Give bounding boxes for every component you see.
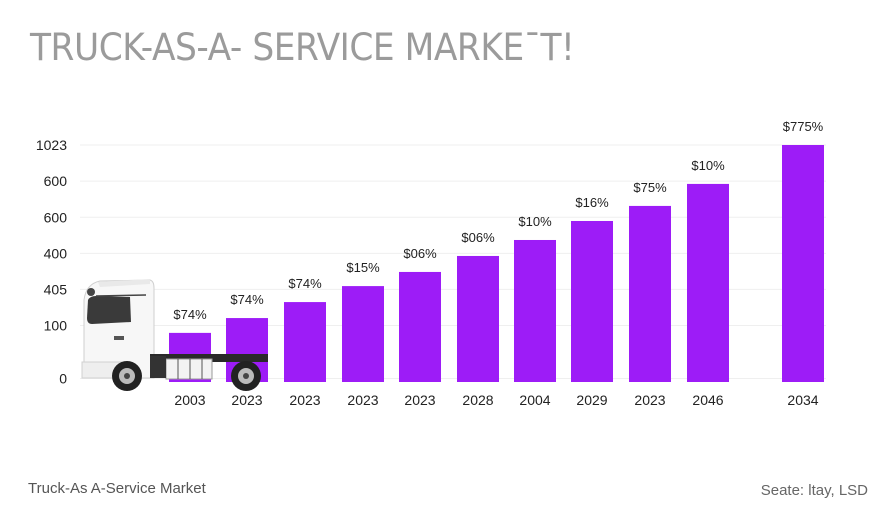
y-tick-label: 400 bbox=[44, 245, 68, 261]
x-tick-label: 2023 bbox=[347, 392, 378, 408]
x-tick-label: 2023 bbox=[634, 392, 665, 408]
data-label: $775% bbox=[783, 119, 824, 134]
chart-title: TRUCK-AS-A- SERVICE MARKEˉT! bbox=[30, 26, 575, 69]
data-label: $74% bbox=[288, 276, 322, 291]
y-tick-label: 600 bbox=[44, 209, 68, 225]
bar bbox=[782, 145, 824, 382]
bar bbox=[457, 255, 499, 382]
bar bbox=[571, 220, 613, 382]
data-label: $10% bbox=[691, 158, 725, 173]
bar bbox=[399, 271, 441, 382]
y-tick-label: 600 bbox=[44, 173, 68, 189]
x-tick-label: 2034 bbox=[787, 392, 818, 408]
y-tick-label: 0 bbox=[59, 371, 67, 387]
data-label: $06% bbox=[461, 230, 495, 245]
bars bbox=[169, 145, 824, 382]
x-tick-label: 2023 bbox=[404, 392, 435, 408]
data-label: $74% bbox=[173, 307, 207, 322]
x-tick-label: 2028 bbox=[462, 392, 493, 408]
y-tick-label: 1023 bbox=[36, 137, 67, 153]
data-label: $10% bbox=[518, 214, 552, 229]
data-label: $15% bbox=[346, 260, 380, 275]
bar bbox=[687, 183, 729, 382]
x-axis-ticks: 2003 2023 2023 2023 2023 2028 2004 2029 2023 2046… bbox=[174, 392, 818, 408]
x-tick-label: 2023 bbox=[289, 392, 320, 408]
x-tick-label: 2046 bbox=[692, 392, 723, 408]
data-labels: $74% $74% $74% $15% $06% $06% $10% $16% $75% $10%… bbox=[173, 119, 823, 322]
data-label: $75% bbox=[633, 180, 667, 195]
x-tick-label: 2023 bbox=[231, 392, 262, 408]
x-tick-label: 2004 bbox=[519, 392, 550, 408]
y-tick-label: 100 bbox=[44, 317, 68, 333]
truck-icon bbox=[81, 279, 268, 391]
data-label: $06% bbox=[403, 246, 437, 261]
y-tick-label: 405 bbox=[44, 281, 68, 297]
bar bbox=[514, 239, 556, 382]
x-tick-label: 2003 bbox=[174, 392, 205, 408]
source-note: Seate: ltay, LSD bbox=[760, 482, 868, 499]
footer-caption: Truck-As A-Service Market bbox=[28, 480, 206, 497]
x-tick-label: 2029 bbox=[576, 392, 607, 408]
bar bbox=[284, 302, 326, 382]
y-axis-ticks: 1023 600 600 400 405 100 0 bbox=[36, 137, 67, 387]
data-label: $16% bbox=[575, 195, 609, 210]
data-label: $74% bbox=[230, 292, 264, 307]
bar bbox=[342, 286, 384, 382]
bar bbox=[629, 205, 671, 382]
